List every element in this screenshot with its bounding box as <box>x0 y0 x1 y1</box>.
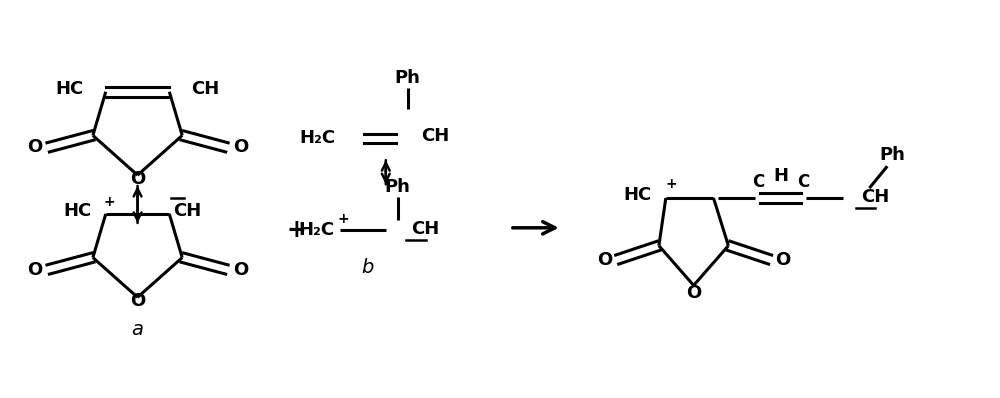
Text: +: + <box>287 218 306 242</box>
Text: CH: CH <box>191 80 219 98</box>
Text: +: + <box>666 177 677 191</box>
Text: CH: CH <box>412 220 440 238</box>
Text: O: O <box>130 170 145 188</box>
Text: H₂C: H₂C <box>299 129 335 147</box>
Text: HC: HC <box>56 80 84 98</box>
Text: +: + <box>337 212 349 226</box>
Text: Ph: Ph <box>385 178 411 196</box>
Text: O: O <box>27 261 42 279</box>
Text: CH: CH <box>173 202 202 220</box>
Text: O: O <box>775 251 791 269</box>
Text: O: O <box>686 284 701 302</box>
Text: HC: HC <box>64 202 92 220</box>
Text: O: O <box>27 139 42 156</box>
Text: CH: CH <box>861 188 890 206</box>
Text: CH: CH <box>422 127 450 145</box>
Text: C: C <box>797 173 809 191</box>
Text: H₂C: H₂C <box>298 221 334 239</box>
Text: C: C <box>752 173 764 191</box>
Text: a: a <box>132 320 144 339</box>
Text: O: O <box>130 292 145 310</box>
Text: O: O <box>233 261 248 279</box>
Text: HC: HC <box>624 186 652 204</box>
Text: +: + <box>104 195 115 209</box>
Text: O: O <box>597 251 612 269</box>
Text: Ph: Ph <box>879 146 905 164</box>
Text: b: b <box>362 258 374 277</box>
Text: O: O <box>233 139 248 156</box>
Text: Ph: Ph <box>395 69 421 87</box>
Text: H: H <box>773 167 788 185</box>
